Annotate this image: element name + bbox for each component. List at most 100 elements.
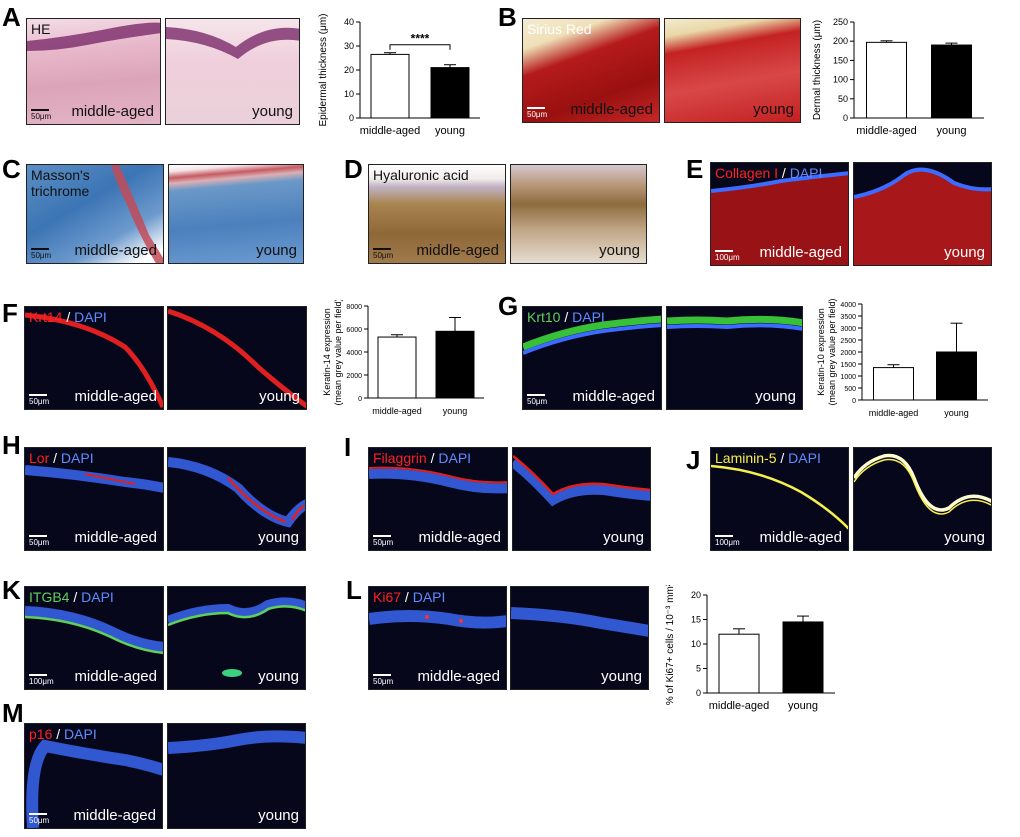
y-tick-label: 250 bbox=[833, 17, 848, 27]
x-tick-label: young bbox=[788, 700, 818, 712]
condition-label-young: young bbox=[755, 388, 796, 405]
scale-bar: 100μm bbox=[715, 250, 740, 262]
he-image-young: young bbox=[165, 18, 300, 125]
scale-bar: 50μm bbox=[373, 248, 393, 260]
marker-label: Krt14 / DAPI bbox=[29, 309, 107, 325]
significance-stars: **** bbox=[411, 32, 430, 46]
y-axis-label: Keratin-14 expression bbox=[322, 308, 332, 396]
chart-ki67: 0 5 10 15 20 % of Ki67+ cells / 10⁻³ mm² middl… bbox=[665, 585, 835, 712]
x-tick-label: young bbox=[443, 406, 468, 416]
lor-signal bbox=[25, 465, 163, 493]
p16-image-middle-aged: p16 / DAPI middle-aged 50μm bbox=[24, 723, 163, 829]
y-tick-label: 6000 bbox=[346, 327, 362, 334]
stain-label: Hyaluronic acid bbox=[373, 167, 469, 183]
y-tick-label: 4000 bbox=[840, 302, 856, 309]
masson-image-young: young bbox=[168, 164, 304, 264]
condition-label-young: young bbox=[258, 807, 299, 824]
itgb4-image-young: young bbox=[167, 586, 306, 690]
y-axis-label: Dermal thickness (μm) bbox=[812, 20, 823, 120]
filaggrin-signal bbox=[369, 466, 507, 494]
condition-label-middle-aged: middle-aged bbox=[417, 668, 500, 685]
ki67-image-young: young bbox=[510, 586, 649, 690]
y-tick-label: 30 bbox=[344, 41, 354, 51]
x-tick-label: young bbox=[937, 125, 967, 137]
he-image-middle-aged: HE middle-aged 50μm bbox=[26, 18, 161, 125]
filaggrin-image-middle-aged: Filaggrin / DAPI middle-aged 50μm bbox=[368, 447, 508, 551]
scale-bar: 50μm bbox=[373, 674, 393, 686]
chart-keratin-10: 0 500 1000 1500 2000 2500 3000 3500 4000 Keratin-… bbox=[816, 298, 988, 418]
bar-young bbox=[936, 351, 977, 401]
scale-bar: 50μm bbox=[31, 248, 51, 260]
bar-middle-aged bbox=[873, 367, 914, 401]
marker-label: Ki67 / DAPI bbox=[373, 589, 446, 605]
condition-label-young: young bbox=[944, 244, 985, 261]
scale-bar: 100μm bbox=[29, 674, 54, 686]
panel-label-k: K bbox=[2, 575, 21, 605]
condition-label-young: young bbox=[603, 529, 644, 546]
panel-label-h: H bbox=[2, 430, 21, 460]
bar-young bbox=[435, 330, 475, 399]
y-tick-label: 2000 bbox=[346, 373, 362, 380]
marker-label: Collagen I / DAPI bbox=[715, 165, 823, 181]
sirius-image-middle-aged: Sirius Red middle-aged 50μm bbox=[522, 18, 660, 123]
laminin-image-young: young bbox=[853, 447, 992, 551]
panel-label-e: E bbox=[686, 154, 704, 184]
y-axis-label: % of Ki67+ cells / 10⁻³ mm² bbox=[665, 585, 676, 705]
y-tick-label: 3500 bbox=[840, 314, 856, 321]
p16-signal bbox=[168, 730, 305, 754]
condition-label-middle-aged: middle-aged bbox=[74, 388, 157, 405]
laminin-signal bbox=[711, 464, 848, 530]
scale-bar: 50μm bbox=[527, 107, 547, 119]
lor-image-middle-aged: Lor / DAPI middle-aged 50μm bbox=[24, 447, 164, 551]
itgb4-signal bbox=[168, 597, 305, 677]
panel-label-a: A bbox=[2, 2, 21, 32]
filaggrin-signal bbox=[513, 455, 650, 507]
y-tick-label: 10 bbox=[344, 89, 354, 99]
chart-keratin-14: 0 2000 4000 6000 8000 Keratin-14 expression (m… bbox=[322, 300, 484, 416]
y-tick-label: 1000 bbox=[840, 374, 856, 381]
y-tick-label: 0 bbox=[349, 113, 354, 123]
panel-label-f: F bbox=[2, 298, 18, 328]
condition-label-middle-aged: middle-aged bbox=[74, 242, 157, 259]
panel-label-j: J bbox=[686, 445, 701, 475]
p16-signal bbox=[26, 739, 162, 828]
y-tick-label: 200 bbox=[833, 36, 848, 46]
condition-label-young: young bbox=[258, 529, 299, 546]
y-tick-label: 2000 bbox=[840, 350, 856, 357]
krt14-signal bbox=[25, 312, 163, 409]
ki67-signal bbox=[511, 607, 648, 637]
marker-label: Krt10 / DAPI bbox=[527, 309, 605, 325]
y-tick-label: 8000 bbox=[346, 304, 362, 311]
bar-middle-aged bbox=[370, 53, 410, 119]
panel-label-g: G bbox=[498, 291, 519, 321]
condition-label-middle-aged: middle-aged bbox=[759, 529, 842, 546]
y-tick-label: 2500 bbox=[840, 338, 856, 345]
y-tick-label: 50 bbox=[838, 94, 848, 104]
epidermis-layer bbox=[27, 22, 160, 51]
scale-bar: 50μm bbox=[29, 394, 49, 406]
krt10-signal bbox=[523, 315, 661, 355]
y-tick-label: 20 bbox=[691, 590, 701, 600]
chart-dermal-thickness: 0 50 100 150 200 250 Dermal thickness (μm) midd… bbox=[812, 17, 984, 137]
y-tick-label: 500 bbox=[844, 386, 856, 393]
condition-label-young: young bbox=[258, 668, 299, 685]
chart-epidermal-thickness: 0 10 20 30 40 Epidermal thickness (μm) middle-… bbox=[318, 13, 480, 137]
condition-label-middle-aged: middle-aged bbox=[572, 388, 655, 405]
stain-label-line2: trichrome bbox=[31, 183, 90, 199]
y-tick-label: 0 bbox=[696, 688, 701, 698]
ha-image-middle-aged: Hyaluronic acid middle-aged 50μm bbox=[368, 164, 506, 264]
krt10-image-young: young bbox=[666, 306, 803, 410]
y-tick-label: 150 bbox=[833, 55, 848, 65]
krt14-signal bbox=[168, 308, 306, 409]
krt10-signal bbox=[667, 315, 802, 331]
epidermis-layer bbox=[111, 165, 163, 263]
x-tick-label: middle-aged bbox=[709, 700, 770, 712]
itgb4-signal bbox=[25, 606, 163, 655]
panel-label-d: D bbox=[344, 154, 363, 184]
panel-label-c: C bbox=[2, 154, 21, 184]
krt14-image-young: young bbox=[167, 306, 307, 410]
condition-label-young: young bbox=[256, 242, 297, 259]
significance-bracket bbox=[389, 44, 451, 50]
y-tick-label: 15 bbox=[691, 615, 701, 625]
x-tick-label: young bbox=[435, 125, 465, 137]
